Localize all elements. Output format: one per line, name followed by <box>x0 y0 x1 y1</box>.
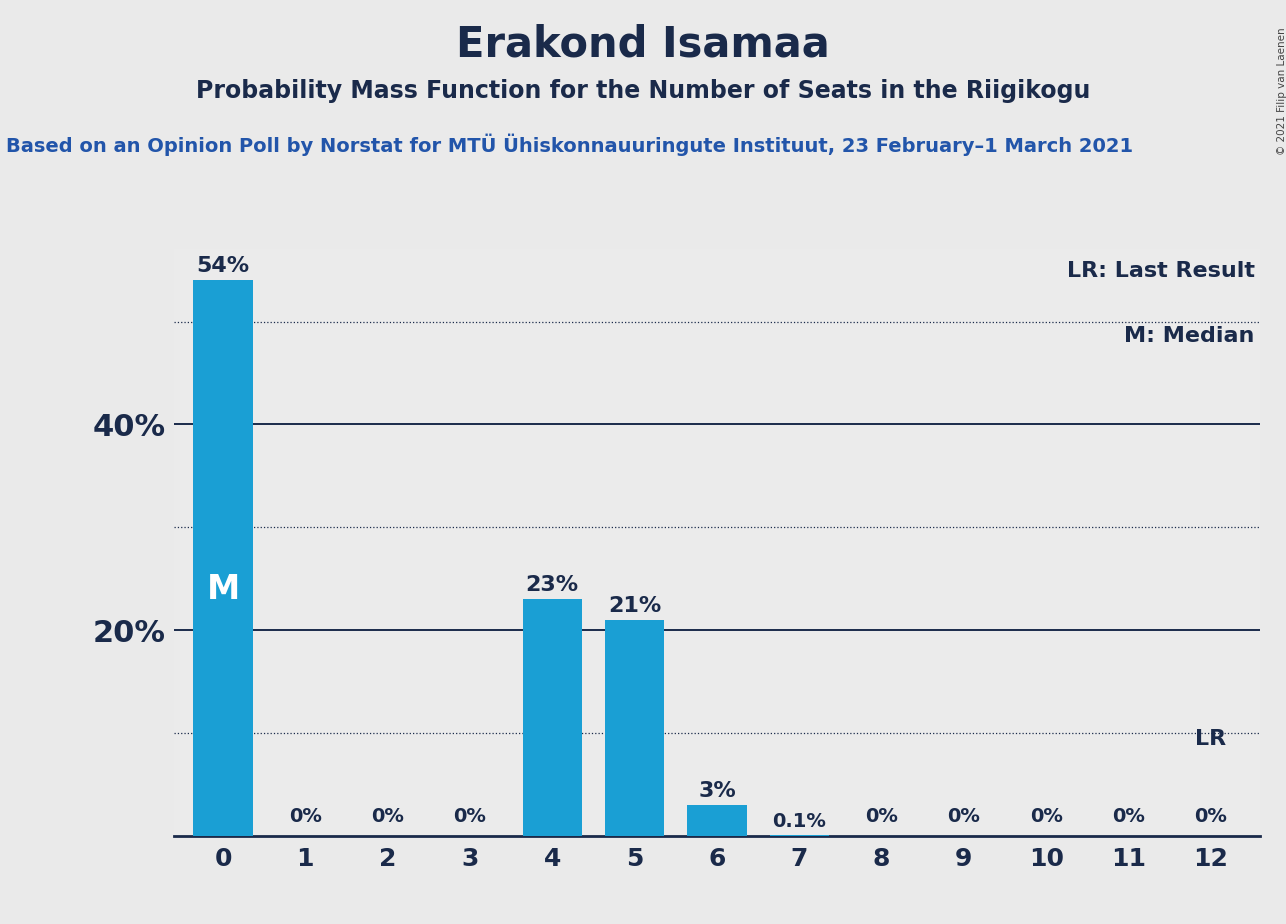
Text: 0.1%: 0.1% <box>773 812 826 831</box>
Text: M: M <box>206 573 239 605</box>
Bar <box>604 620 665 836</box>
Text: 0%: 0% <box>1112 807 1145 826</box>
Text: 3%: 3% <box>698 781 736 801</box>
Bar <box>687 806 747 836</box>
Text: 23%: 23% <box>526 576 579 595</box>
Text: 0%: 0% <box>454 807 486 826</box>
Text: 0%: 0% <box>1195 807 1227 826</box>
Text: LR: Last Result: LR: Last Result <box>1067 261 1255 281</box>
Text: M: Median: M: Median <box>1124 326 1255 346</box>
Text: 21%: 21% <box>608 596 661 616</box>
Text: Erakond Isamaa: Erakond Isamaa <box>457 23 829 65</box>
Bar <box>522 600 583 836</box>
Text: 0%: 0% <box>948 807 980 826</box>
Text: Probability Mass Function for the Number of Seats in the Riigikogu: Probability Mass Function for the Number… <box>195 79 1091 103</box>
Text: 54%: 54% <box>197 256 249 276</box>
Bar <box>193 280 252 836</box>
Bar <box>769 835 829 836</box>
Text: Based on an Opinion Poll by Norstat for MTÜ Ühiskonnauuringute Instituut, 23 Feb: Based on an Opinion Poll by Norstat for … <box>6 133 1133 155</box>
Text: LR: LR <box>1195 729 1227 748</box>
Text: 0%: 0% <box>289 807 322 826</box>
Text: 0%: 0% <box>1030 807 1062 826</box>
Text: © 2021 Filip van Laenen: © 2021 Filip van Laenen <box>1277 28 1286 155</box>
Text: 0%: 0% <box>372 807 404 826</box>
Text: 0%: 0% <box>865 807 898 826</box>
